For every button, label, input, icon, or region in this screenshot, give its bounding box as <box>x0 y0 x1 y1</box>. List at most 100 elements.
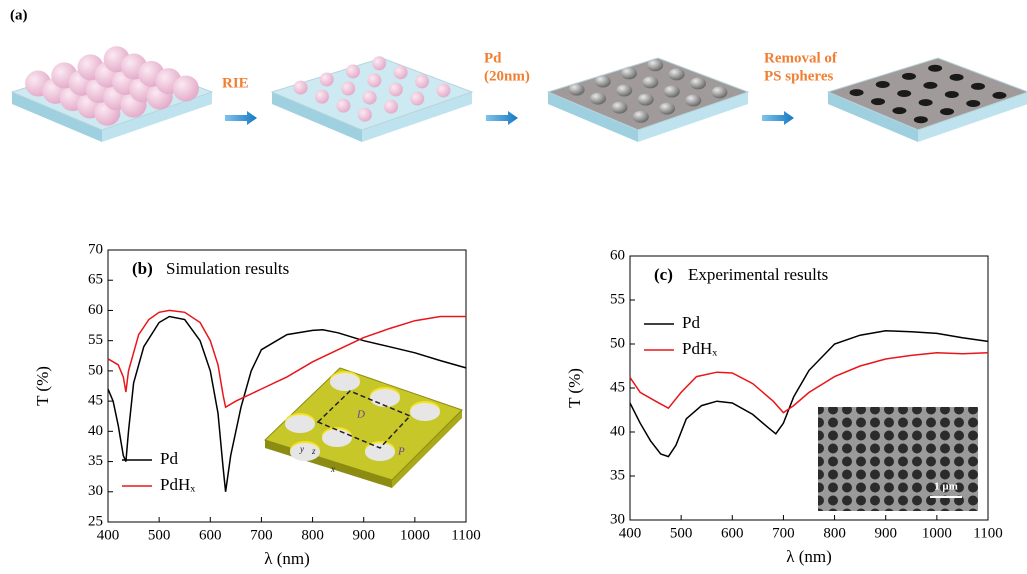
sphere <box>336 99 350 113</box>
x-tick-label: 1000 <box>400 527 430 543</box>
cap <box>633 111 649 123</box>
x-tick-label: 500 <box>670 525 693 541</box>
cap <box>638 94 654 106</box>
y-tick-label: 40 <box>610 423 625 439</box>
sphere <box>415 74 429 88</box>
sphere <box>320 72 334 86</box>
cap <box>647 59 663 71</box>
legend-label: Pd <box>682 313 700 332</box>
hole <box>992 92 1006 99</box>
inset-label: D <box>356 409 365 421</box>
sphere <box>394 65 408 79</box>
x-tick-label: 400 <box>97 527 120 543</box>
inset-hole <box>365 443 395 461</box>
inset-label: z <box>311 446 316 456</box>
hole <box>850 89 864 96</box>
inset-label: x <box>330 464 335 474</box>
hole <box>876 81 890 88</box>
y-tick-label: 50 <box>88 362 103 378</box>
x-tick-label: 600 <box>721 525 744 541</box>
x-tick-label: 1000 <box>922 525 952 541</box>
y-tick-label: 60 <box>610 247 625 263</box>
sphere <box>372 56 386 70</box>
cap <box>690 77 706 89</box>
y-tick-label: 30 <box>88 483 103 499</box>
inset-hole <box>322 429 352 447</box>
cap <box>611 102 627 114</box>
arrow <box>486 111 518 125</box>
sphere <box>363 91 377 105</box>
legend-label: PdHₓ <box>160 475 195 494</box>
sphere <box>341 82 355 96</box>
y-tick-label: 50 <box>610 335 625 351</box>
hole <box>919 99 933 106</box>
y-axis-label: T (%) <box>33 366 52 406</box>
panel-label: (a) <box>10 7 28 23</box>
y-tick-label: 55 <box>610 291 625 307</box>
chart-title: Simulation results <box>166 259 289 278</box>
y-tick-label: 70 <box>88 241 103 257</box>
sphere <box>346 64 360 78</box>
cap <box>711 86 727 98</box>
sphere <box>410 92 424 106</box>
step-label: Pd <box>484 50 502 66</box>
hole <box>923 82 937 89</box>
x-axis-label: λ (nm) <box>264 549 310 568</box>
arrow <box>762 111 794 125</box>
inset-label: P <box>397 446 405 458</box>
inset-hole <box>330 373 360 391</box>
hole <box>902 73 916 80</box>
x-axis-label: λ (nm) <box>786 547 832 566</box>
chart-title: Experimental results <box>688 265 828 284</box>
hole <box>971 83 985 90</box>
cap <box>595 75 611 87</box>
step-label: (20nm) <box>484 68 530 84</box>
y-tick-label: 40 <box>88 423 103 439</box>
cap <box>621 67 637 79</box>
x-tick-label: 1100 <box>973 525 1002 541</box>
y-tick-label: 65 <box>88 272 103 288</box>
cap <box>616 85 632 97</box>
sphere <box>294 81 308 95</box>
x-tick-label: 1100 <box>451 527 480 543</box>
x-tick-label: 500 <box>148 527 171 543</box>
inset-hole <box>410 403 440 421</box>
series-line <box>630 353 988 413</box>
y-tick-label: 60 <box>88 302 103 318</box>
y-tick-label: 45 <box>88 393 103 409</box>
x-tick-label: 800 <box>823 525 846 541</box>
x-tick-label: 900 <box>874 525 897 541</box>
cap <box>669 68 685 80</box>
y-tick-label: 35 <box>88 453 103 469</box>
hole <box>966 100 980 107</box>
inset-hole <box>370 389 400 407</box>
cap <box>569 84 585 96</box>
step-label: PS spheres <box>764 68 833 84</box>
panel-label: (c) <box>654 265 673 284</box>
inset-label: y <box>299 444 304 454</box>
sphere <box>436 83 450 97</box>
step-label: Removal of <box>764 50 838 66</box>
x-tick-label: 900 <box>352 527 375 543</box>
sphere <box>389 82 403 96</box>
hole <box>871 98 885 105</box>
hole <box>897 90 911 97</box>
cap <box>659 103 675 115</box>
x-tick-label: 800 <box>301 527 324 543</box>
scale-label: 1 μm <box>934 481 958 493</box>
legend-label: Pd <box>160 449 178 468</box>
sphere <box>315 90 329 104</box>
y-tick-label: 25 <box>88 513 103 529</box>
figure: (a) RIE Pd (20nm) Removal of PS spheres D Px yz… <box>0 0 1027 574</box>
x-tick-label: 400 <box>619 525 642 541</box>
sphere <box>358 108 372 122</box>
cap <box>664 85 680 97</box>
inset-image <box>818 407 978 511</box>
hole <box>940 108 954 115</box>
hole <box>928 65 942 72</box>
cap <box>685 95 701 107</box>
cap <box>642 76 658 88</box>
sphere <box>367 73 381 87</box>
inset-hole <box>285 415 315 433</box>
step-label: RIE <box>222 75 249 91</box>
